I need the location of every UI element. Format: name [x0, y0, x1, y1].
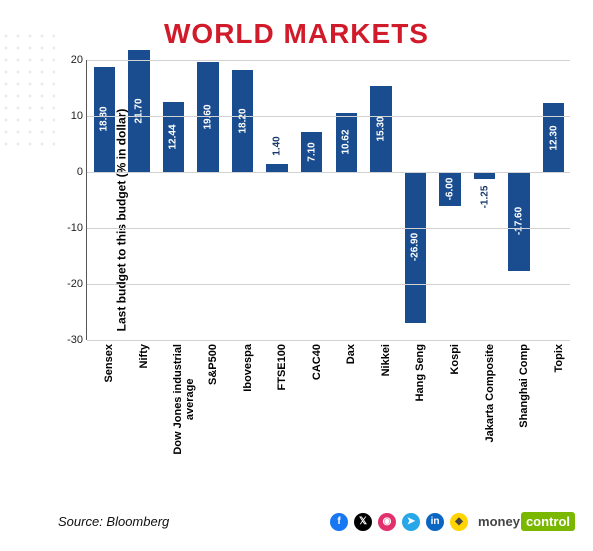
- x-tick-label: Jakarta Composite: [484, 295, 496, 393]
- logo-text-control: control: [521, 512, 575, 531]
- y-tick-label: -20: [57, 278, 83, 290]
- x-tick-label: Hang Seng: [414, 315, 426, 372]
- x-tick-label: Nikkei: [380, 328, 392, 360]
- chart-container: Last budget to this budget (% in dollar)…: [58, 60, 570, 380]
- bar-value-label: 21.70: [133, 99, 144, 124]
- social-row: f𝕏 ◉ ➤ in ◆ moneycontrol: [330, 512, 575, 531]
- y-tick-label: 10: [57, 110, 83, 122]
- x-tick-label: Dow Jones industrialaverage: [172, 289, 196, 400]
- bar-value-label: 15.30: [375, 117, 386, 142]
- linkedin-icon[interactable]: in: [426, 513, 444, 531]
- bar: -17.60: [508, 172, 529, 271]
- page: WORLD MARKETS Last budget to this budget…: [0, 0, 593, 551]
- bar-value-label: 1.40: [272, 136, 283, 155]
- telegram-icon[interactable]: ➤: [402, 513, 420, 531]
- x-tick-label: CAC40: [311, 326, 323, 362]
- gridline: [87, 60, 570, 61]
- bar-value-label: -1.25: [479, 186, 490, 209]
- bar-value-label: 18.20: [237, 109, 248, 134]
- bar-value-label: 12.30: [548, 125, 559, 150]
- bar: 18.20: [232, 70, 253, 172]
- bar-value-label: 19.60: [202, 105, 213, 130]
- gridline: [87, 228, 570, 229]
- x-tick-label: Topix: [553, 330, 565, 359]
- bar-value-label: 10.62: [341, 130, 352, 155]
- bar: 21.70: [128, 50, 149, 172]
- bar-value-label: -17.60: [514, 207, 525, 235]
- bar: -6.00: [439, 172, 460, 206]
- facebook-icon[interactable]: f: [330, 513, 348, 531]
- bar: 1.40: [266, 164, 287, 172]
- x-axis-labels: SensexNiftyDow Jones industrialaverageS&…: [86, 344, 570, 494]
- bar-value-label: 12.44: [168, 125, 179, 150]
- x-tick-label: Sensex: [103, 325, 115, 364]
- gridline: [87, 340, 570, 341]
- gridline: [87, 116, 570, 117]
- gridline: [87, 284, 570, 285]
- bars-group: 18.80 21.70 12.44 19.60 18.20 1.40 7.10 10.62 15…: [87, 60, 570, 340]
- y-tick-label: -30: [57, 334, 83, 346]
- y-tick-label: -10: [57, 222, 83, 234]
- bar: 12.44: [163, 102, 184, 172]
- bar: 10.62: [336, 113, 357, 172]
- x-tick-label: Dax: [345, 334, 357, 354]
- x-tick-label: Nifty: [138, 332, 150, 356]
- instagram-icon[interactable]: ◉: [378, 513, 396, 531]
- y-tick-label: 0: [57, 166, 83, 178]
- source-footer: Source: Bloomberg: [58, 514, 169, 529]
- bar-value-label: -26.90: [410, 233, 421, 261]
- bar: 19.60: [197, 62, 218, 172]
- bar: 15.30: [370, 86, 391, 172]
- moneycontrol-logo[interactable]: moneycontrol: [478, 512, 575, 531]
- bar: -26.90: [405, 172, 426, 323]
- bar: -1.25: [474, 172, 495, 179]
- x-tick-label: S&P500: [207, 324, 219, 365]
- logo-text-money: money: [478, 514, 520, 529]
- x-tick-label: Ibovespa: [242, 320, 254, 368]
- bar: 18.80: [94, 67, 115, 172]
- x-tick-label: FTSE100: [276, 321, 288, 367]
- x-tick-label: Shanghai Comp: [518, 302, 530, 386]
- y-tick-label: 20: [57, 54, 83, 66]
- gridline: [87, 172, 570, 173]
- koo-icon[interactable]: ◆: [450, 513, 468, 531]
- x-tick-label: Kospi: [449, 329, 461, 360]
- bar: 12.30: [543, 103, 564, 172]
- chart-title: WORLD MARKETS: [0, 18, 593, 50]
- plot-area: 18.80 21.70 12.44 19.60 18.20 1.40 7.10 10.62 15…: [86, 60, 570, 340]
- x-twitter-icon[interactable]: 𝕏: [354, 513, 372, 531]
- bar-value-label: -6.00: [444, 177, 455, 200]
- bar-value-label: 7.10: [306, 142, 317, 161]
- bar-value-label: 18.80: [99, 107, 110, 132]
- bar: 7.10: [301, 132, 322, 172]
